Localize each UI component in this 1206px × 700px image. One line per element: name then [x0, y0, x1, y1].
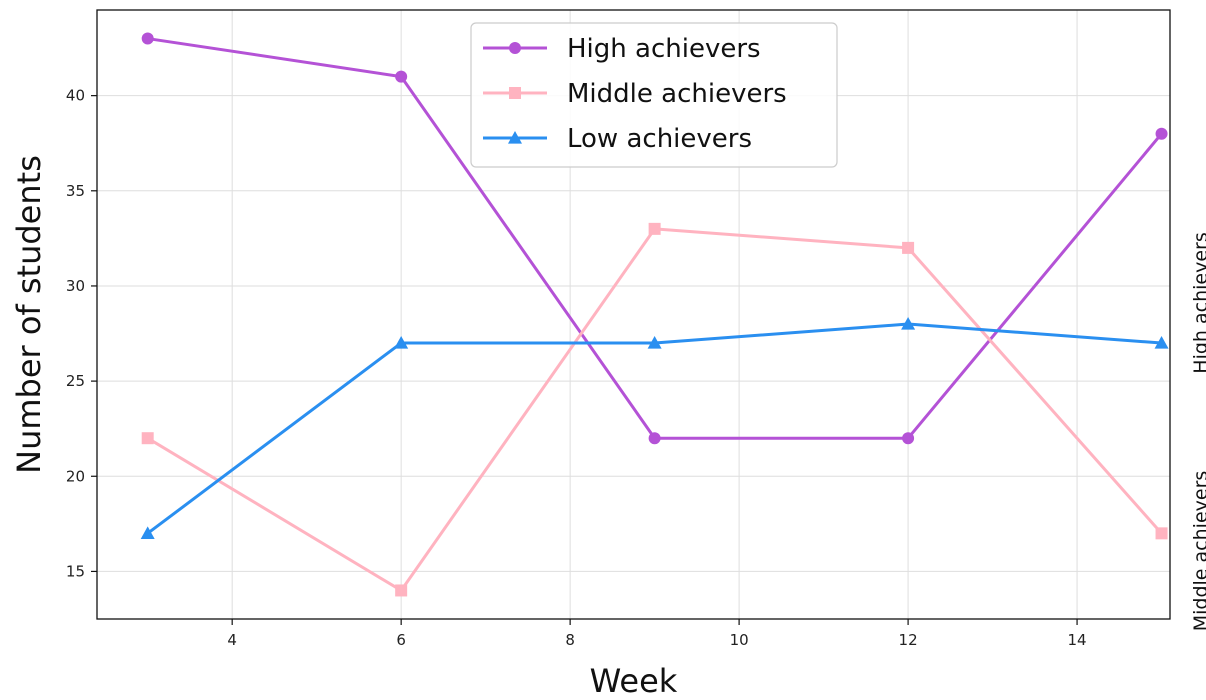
x-tick-label: 12	[899, 631, 918, 649]
y-tick-label: 15	[66, 562, 85, 580]
series-circle	[141, 32, 1168, 445]
legend-label: High achievers	[567, 34, 761, 64]
x-axis-title: Week	[590, 662, 678, 700]
x-tick-label: 4	[227, 631, 237, 649]
data-point	[1155, 527, 1168, 540]
y-axis-title: Number of students	[10, 155, 48, 474]
data-point	[902, 432, 915, 445]
legend-marker	[508, 131, 522, 144]
data-point	[1155, 127, 1168, 140]
legend-marker	[509, 87, 521, 99]
legend-item: Middle achievers	[483, 79, 787, 109]
legend-label: Middle achievers	[567, 79, 787, 109]
series-square	[141, 222, 1168, 597]
data-point	[902, 241, 915, 254]
data-point	[141, 32, 154, 45]
y-tick-label: 20	[66, 467, 85, 485]
right-axis-label-middle: Middle achievers	[1190, 471, 1206, 632]
legend-label: Low achievers	[567, 124, 752, 154]
data-point	[648, 432, 661, 445]
legend-item: High achievers	[483, 34, 761, 64]
legend-marker	[509, 42, 521, 54]
data-point	[140, 526, 155, 539]
data-point	[394, 336, 409, 349]
x-tick-label: 6	[396, 631, 406, 649]
series-triangle	[140, 317, 1169, 539]
x-tick-label: 8	[565, 631, 575, 649]
y-tick-label: 30	[66, 277, 85, 295]
data-point	[395, 70, 408, 83]
axis-ticks: 4 6 8 10 12 14 15 20 25 30 35 40	[66, 87, 1087, 649]
legend: High achievers Middle achievers Low achiev…	[470, 22, 838, 168]
y-tick-label: 40	[66, 87, 85, 105]
series-layer	[140, 32, 1169, 597]
data-point	[141, 432, 154, 445]
data-point	[901, 317, 916, 330]
x-tick-label: 10	[730, 631, 749, 649]
right-axis-label-high: High achievers	[1190, 232, 1206, 373]
plot-frame	[96, 9, 1171, 620]
legend-box	[470, 22, 838, 168]
y-tick-label: 35	[66, 182, 85, 200]
data-point	[647, 336, 662, 349]
legend-item: Low achievers	[483, 124, 752, 154]
data-point	[1154, 336, 1169, 349]
data-point	[648, 222, 661, 235]
y-tick-label: 25	[66, 372, 85, 390]
x-tick-label: 14	[1068, 631, 1087, 649]
data-point	[395, 584, 408, 597]
